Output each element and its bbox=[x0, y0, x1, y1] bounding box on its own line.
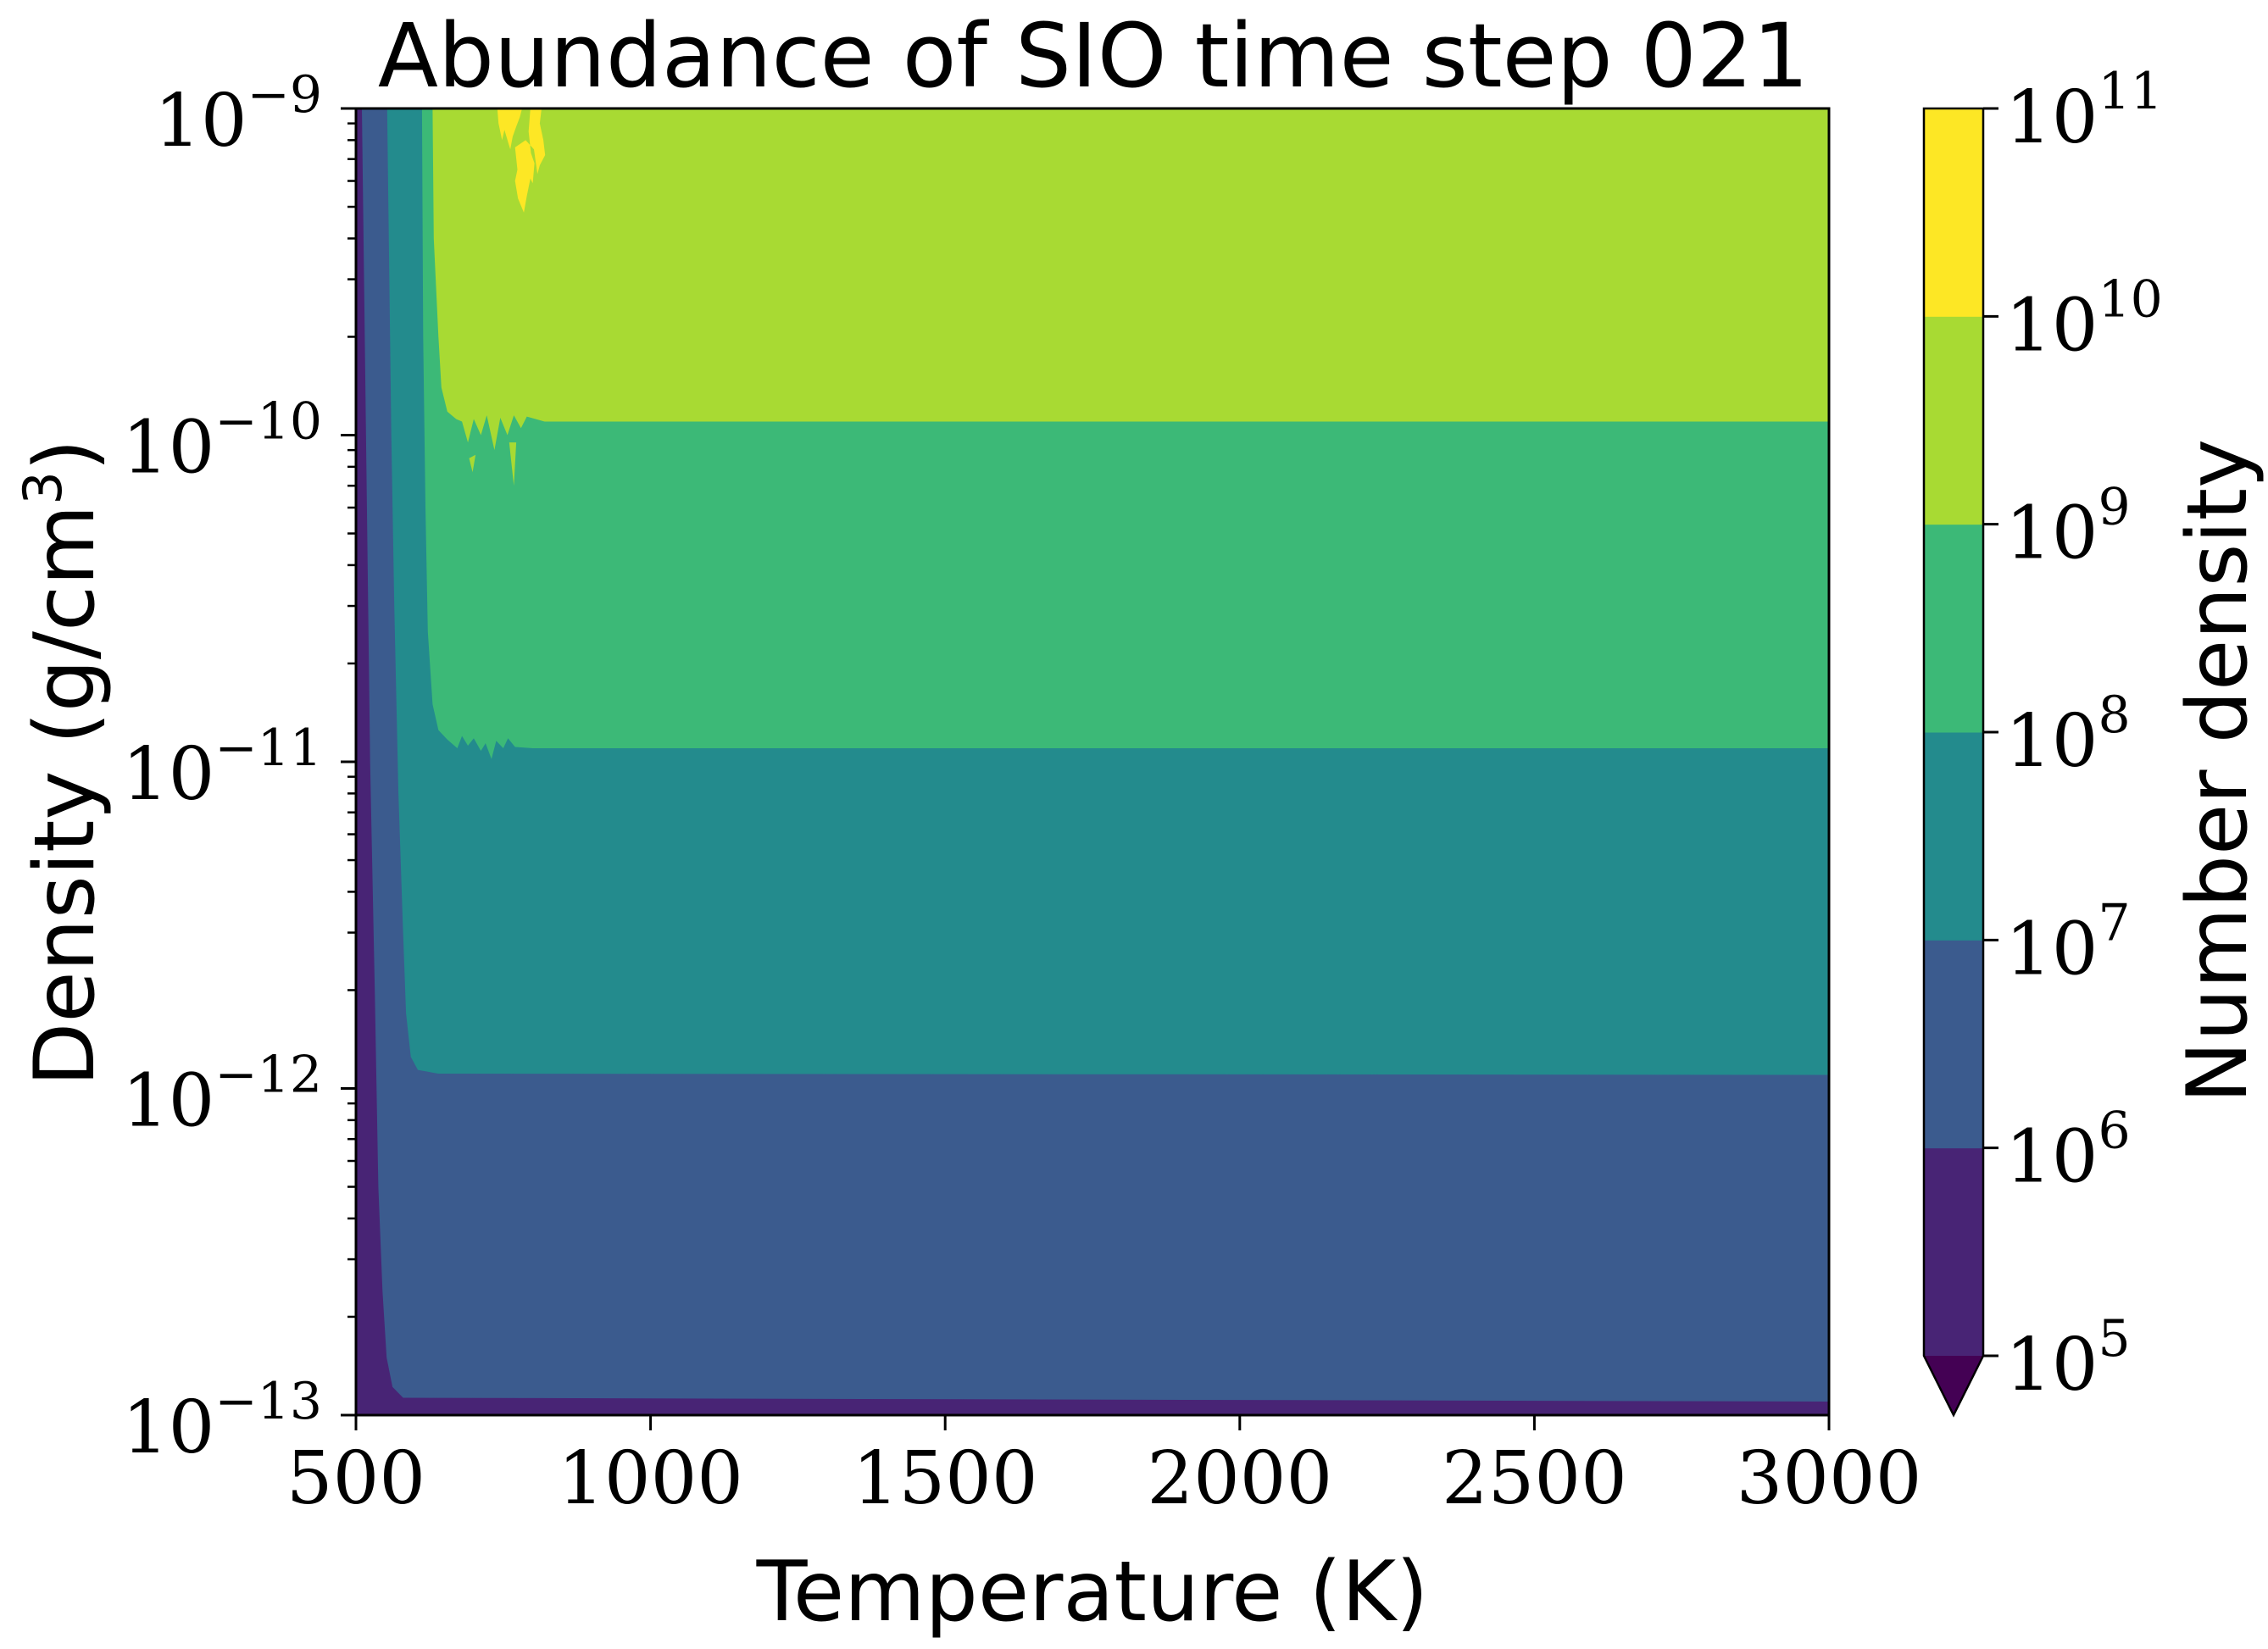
y-axis-label-exponent: 3 bbox=[12, 471, 74, 504]
y-axis-label-base: Density (g/cm bbox=[17, 505, 114, 1087]
colorbar-tick-exponent: 9 bbox=[2098, 478, 2130, 537]
colorbar-tick-exponent: 7 bbox=[2098, 893, 2130, 952]
x-tick-label: 3000 bbox=[1737, 1436, 1922, 1521]
x-tick-label: 2000 bbox=[1147, 1436, 1332, 1521]
colorbar-tick-label: 105 bbox=[2005, 1309, 2131, 1407]
region-1e9-island bbox=[509, 442, 517, 486]
plot-area bbox=[356, 108, 1829, 1415]
x-tick-label: 1000 bbox=[558, 1436, 743, 1521]
colorbar-tick-label: 109 bbox=[2005, 478, 2131, 576]
chart-title: Abundance of SIO time step 021 bbox=[378, 4, 1809, 108]
x-tick-label: 1500 bbox=[853, 1436, 1038, 1521]
colorbar-tick-base: 10 bbox=[2005, 1115, 2098, 1200]
colorbar-tick-exponent: 5 bbox=[2098, 1309, 2130, 1369]
y-tick-exponent: −12 bbox=[214, 1046, 322, 1105]
colorbar-tick-exponent: 8 bbox=[2098, 686, 2130, 745]
y-tick-base: 10 bbox=[122, 1059, 214, 1144]
x-axis-label: Temperature (K) bbox=[756, 1544, 1429, 1641]
y-tick-exponent: −13 bbox=[214, 1372, 322, 1431]
y-tick-label: 10−13 bbox=[122, 1372, 322, 1470]
region-1e10-1e11 bbox=[514, 108, 546, 213]
colorbar-tick-label: 107 bbox=[2005, 893, 2131, 991]
x-tick-label: 2500 bbox=[1442, 1436, 1627, 1521]
colorbar-tick-base: 10 bbox=[2005, 75, 2098, 160]
colorbar-tick-base: 10 bbox=[2005, 699, 2098, 784]
y-tick-base: 10 bbox=[122, 1385, 214, 1470]
colorbar-tick-base: 10 bbox=[2005, 907, 2098, 991]
colorbar-tick-exponent: 6 bbox=[2098, 1102, 2130, 1161]
colorbar-extend-min bbox=[1924, 1356, 1983, 1415]
colorbar-band bbox=[1924, 1147, 1983, 1357]
colorbar-band bbox=[1924, 732, 1983, 941]
colorbar-tick-exponent: 11 bbox=[2098, 62, 2162, 121]
y-tick-exponent: −9 bbox=[247, 65, 322, 125]
y-tick-exponent: −10 bbox=[214, 392, 322, 452]
colorbar-band bbox=[1924, 108, 1983, 317]
colorbar-band bbox=[1924, 940, 1983, 1149]
colorbar-tick-label: 1010 bbox=[2005, 269, 2163, 368]
colorbar-tick-label: 1011 bbox=[2005, 62, 2163, 160]
colorbar-tick-base: 10 bbox=[2005, 491, 2098, 576]
x-tick-label: 500 bbox=[286, 1436, 425, 1521]
colorbar-label: Number density bbox=[2170, 439, 2266, 1103]
colorbar-tick-base: 10 bbox=[2005, 283, 2098, 368]
colorbar-tick-base: 10 bbox=[2005, 1323, 2098, 1407]
y-tick-base: 10 bbox=[122, 732, 214, 817]
colorbar-band bbox=[1924, 524, 1983, 733]
colorbar-tick-label: 106 bbox=[2005, 1102, 2131, 1200]
y-tick-label: 10−11 bbox=[122, 719, 322, 817]
y-tick-base: 10 bbox=[154, 79, 247, 164]
region-1e10-1e11 bbox=[497, 108, 522, 150]
y-tick-label: 10−9 bbox=[154, 65, 322, 164]
colorbar-tick-label: 108 bbox=[2005, 686, 2131, 784]
region-1e9-1e10 bbox=[432, 108, 1829, 451]
y-tick-label: 10−12 bbox=[122, 1046, 322, 1144]
colorbar-band bbox=[1924, 316, 1983, 525]
region-1e9-island bbox=[469, 454, 476, 473]
y-tick-exponent: −11 bbox=[214, 719, 322, 778]
y-tick-base: 10 bbox=[122, 406, 214, 491]
y-tick-label: 10−10 bbox=[122, 392, 322, 491]
x-axis: 500 1000 1500 2000 2500 3000 bbox=[286, 1415, 1922, 1521]
colorbar-tick-exponent: 10 bbox=[2098, 269, 2162, 329]
y-axis-label: Density (g/cm3) bbox=[12, 439, 114, 1086]
y-axis-label-close: ) bbox=[17, 439, 114, 471]
